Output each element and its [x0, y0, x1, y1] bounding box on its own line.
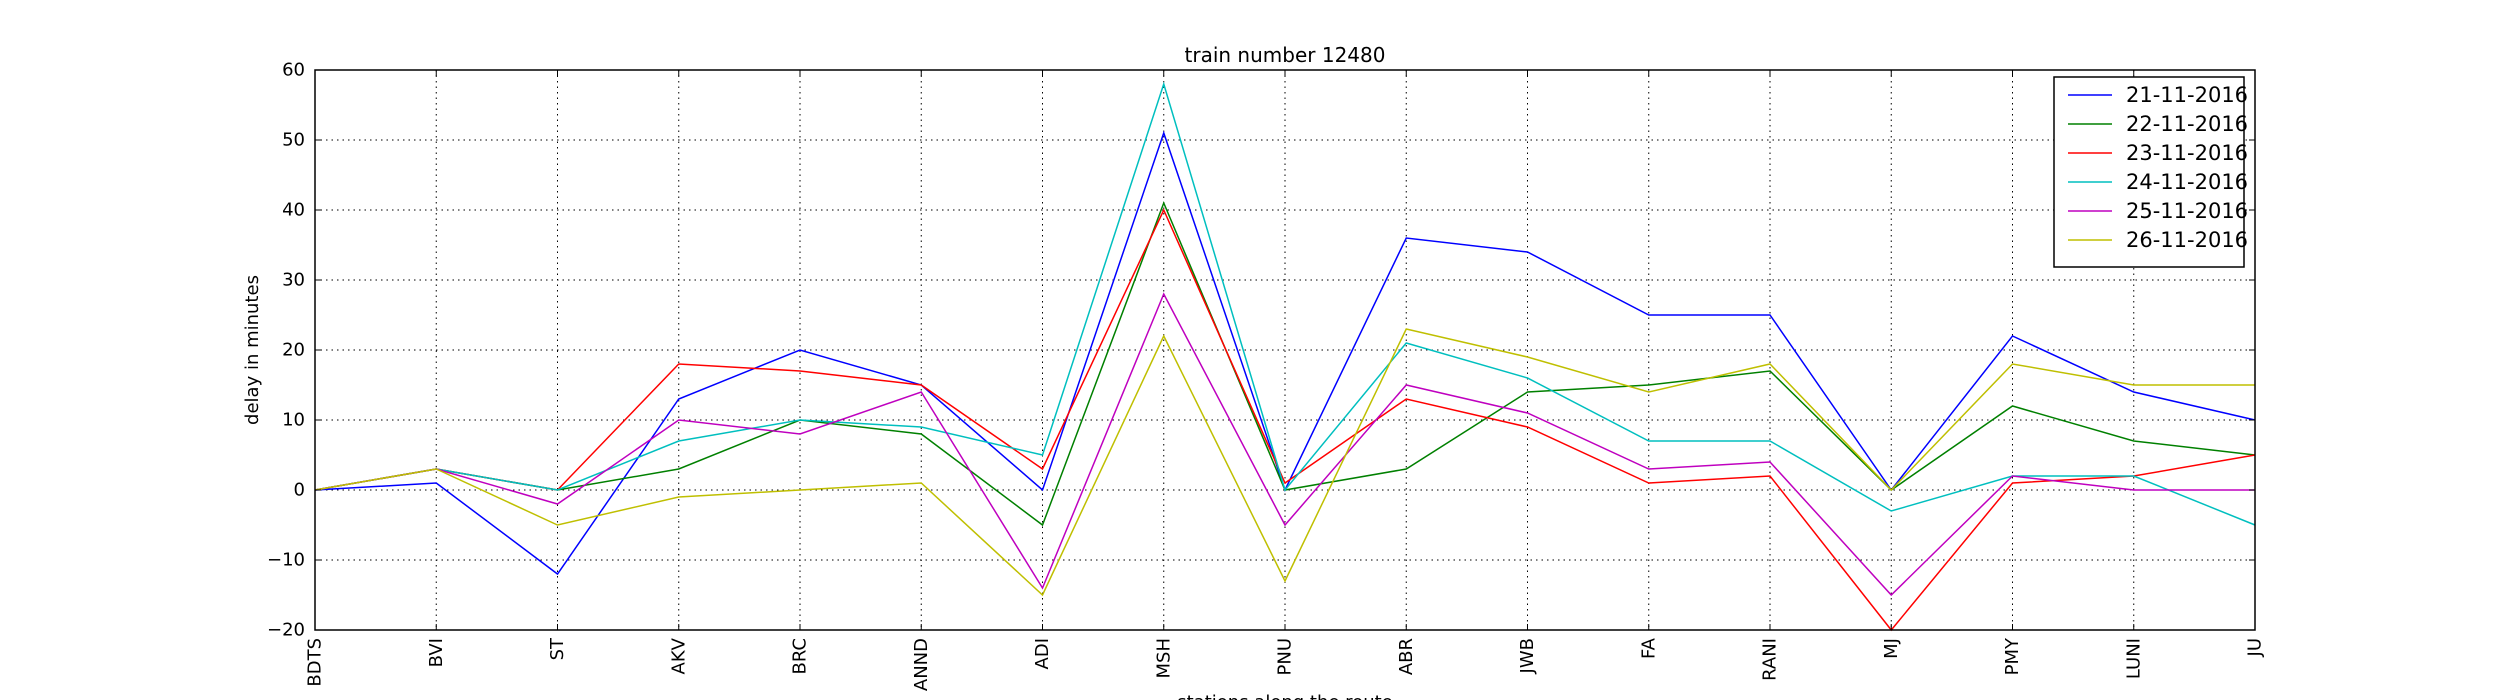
x-tick-label: AKV	[668, 637, 689, 674]
legend-label: 23-11-2016	[2126, 141, 2248, 165]
chart-title: train number 12480	[1185, 43, 1386, 67]
x-tick-label: MJ	[1881, 638, 1902, 659]
y-tick-label: 50	[282, 130, 305, 151]
y-tick-label: 0	[294, 480, 305, 501]
series-line-26-11-2016	[314, 328, 2255, 597]
x-tick-label: FA	[1638, 637, 1659, 659]
x-tick-label: BDTS	[305, 638, 326, 687]
y-tick-label: 60	[282, 60, 305, 81]
x-tick-label: ADI	[1032, 638, 1053, 669]
series-line-21-11-2016	[314, 130, 2256, 576]
x-tick-label: ABR	[1396, 638, 1417, 675]
legend-label: 21-11-2016	[2126, 83, 2248, 107]
grid-lines	[315, 70, 2255, 630]
y-tick-label: 20	[282, 340, 305, 361]
x-tick-label: BRC	[790, 638, 811, 675]
x-tick-label: RANI	[1760, 638, 1781, 681]
x-tick-label: ANND	[911, 638, 932, 691]
legend-label: 25-11-2016	[2126, 199, 2248, 223]
legend-label: 22-11-2016	[2126, 112, 2248, 136]
y-tick-label: 10	[282, 410, 305, 431]
x-tick-label: JWB	[1517, 638, 1538, 674]
axis-ticks: BDTS BVI ST AKV BRC ANND ADI MSH PNU ABR JWB FA RANI…	[267, 60, 2266, 692]
series-line-25-11-2016	[314, 292, 2255, 597]
x-tick-label: JU	[2245, 638, 2266, 657]
y-tick-label: −10	[267, 550, 305, 571]
x-tick-label: LUNI	[2123, 638, 2144, 679]
series-line-24-11-2016	[314, 81, 2256, 526]
series-line-22-11-2016	[314, 200, 2256, 527]
x-tick-label: PNU	[1275, 638, 1296, 676]
x-tick-label: BVI	[426, 638, 447, 667]
x-tick-label: ST	[547, 637, 568, 660]
y-tick-label: 30	[282, 270, 305, 291]
y-tick-label: 40	[282, 200, 305, 221]
y-axis-title: delay in minutes	[242, 275, 263, 425]
legend-label: 26-11-2016	[2126, 228, 2248, 252]
series-line-23-11-2016	[314, 208, 2256, 632]
series-lines	[314, 81, 2256, 632]
x-axis-title: stations along the route	[1177, 692, 1392, 700]
x-tick-label: MSH	[1153, 638, 1174, 679]
legend: 21-11-2016 22-11-2016 23-11-2016 24-11-2016…	[2053, 76, 2248, 268]
y-tick-label: −20	[267, 620, 305, 641]
legend-label: 24-11-2016	[2126, 170, 2248, 194]
legend-box	[2053, 76, 2245, 268]
x-tick-label: PMY	[2002, 637, 2023, 675]
